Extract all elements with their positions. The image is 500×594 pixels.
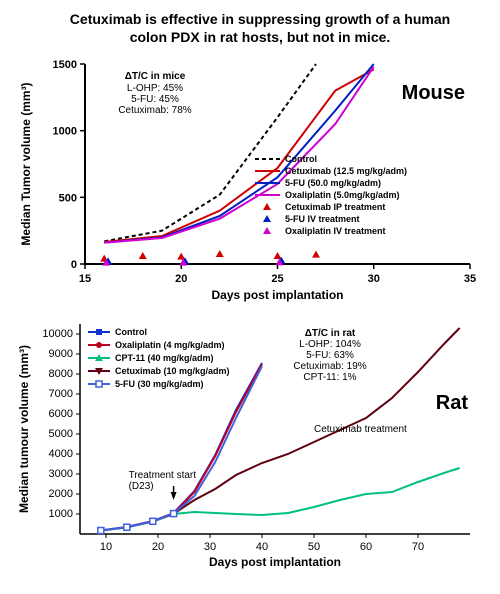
rat-xlabel: Days post implantation xyxy=(209,555,341,569)
svg-text:500: 500 xyxy=(59,193,77,205)
svg-text:30: 30 xyxy=(368,273,380,285)
svg-text:Control: Control xyxy=(285,154,317,164)
page-title: Cetuximab is effective in suppressing gr… xyxy=(50,10,470,46)
svg-text:Oxaliplatin IV treatment: Oxaliplatin IV treatment xyxy=(285,226,386,236)
svg-text:70: 70 xyxy=(412,541,424,553)
svg-text:9000: 9000 xyxy=(49,348,73,360)
svg-text:5-FU IV treatment: 5-FU IV treatment xyxy=(285,214,360,224)
svg-text:60: 60 xyxy=(360,541,372,553)
svg-text:35: 35 xyxy=(464,273,476,285)
svg-text:(D23): (D23) xyxy=(129,481,154,492)
svg-text:CPT-11: 1%: CPT-11: 1% xyxy=(303,372,356,383)
svg-text:ΔT/C in rat: ΔT/C in rat xyxy=(305,328,356,339)
mouse-species-label: Mouse xyxy=(402,82,465,104)
svg-text:ΔT/C in mice: ΔT/C in mice xyxy=(125,71,186,82)
svg-text:8000: 8000 xyxy=(49,368,73,380)
svg-text:15: 15 xyxy=(79,273,91,285)
svg-text:20: 20 xyxy=(152,541,164,553)
svg-text:1000: 1000 xyxy=(49,508,73,520)
rat-species-label: Rat xyxy=(436,392,469,414)
svg-text:0: 0 xyxy=(71,259,77,271)
svg-text:Cetuximab (12.5 mg/kg/adm): Cetuximab (12.5 mg/kg/adm) xyxy=(285,166,407,176)
svg-text:25: 25 xyxy=(271,273,283,285)
svg-text:10: 10 xyxy=(100,541,112,553)
svg-text:L-OHP: 104%: L-OHP: 104% xyxy=(299,339,361,350)
svg-text:5-FU: 45%: 5-FU: 45% xyxy=(131,94,179,105)
treatment-start-label: Treatment start xyxy=(129,470,197,481)
svg-text:Cetuximab (10 mg/kg/adm): Cetuximab (10 mg/kg/adm) xyxy=(115,366,230,376)
svg-text:Oxaliplatin (5.0mg/kg/adm): Oxaliplatin (5.0mg/kg/adm) xyxy=(285,190,400,200)
svg-text:3000: 3000 xyxy=(49,468,73,480)
svg-text:1000: 1000 xyxy=(53,126,77,138)
svg-text:CPT-11 (40 mg/kg/adm): CPT-11 (40 mg/kg/adm) xyxy=(115,353,214,363)
svg-text:Cetuximab: 19%: Cetuximab: 19% xyxy=(293,361,366,372)
rat-chart: 10 20 30 40 50 60 70 1000 2000 3000 4000 5000 6000 70… xyxy=(10,314,490,574)
svg-text:7000: 7000 xyxy=(49,388,73,400)
svg-text:5000: 5000 xyxy=(49,428,73,440)
svg-text:Cetuximab IP treatment: Cetuximab IP treatment xyxy=(285,202,385,212)
mouse-ylabel: Median Tumor volume (mm³) xyxy=(19,83,33,246)
svg-text:Control: Control xyxy=(115,327,147,337)
svg-text:Cetuximab: 78%: Cetuximab: 78% xyxy=(118,105,191,116)
svg-text:L-OHP: 45%: L-OHP: 45% xyxy=(127,83,183,94)
svg-text:5-FU (30 mg/kg/adm): 5-FU (30 mg/kg/adm) xyxy=(115,379,204,389)
svg-text:50: 50 xyxy=(308,541,320,553)
svg-text:2000: 2000 xyxy=(49,488,73,500)
svg-text:10000: 10000 xyxy=(42,328,73,340)
svg-text:20: 20 xyxy=(175,273,187,285)
rat-chart-svg: 10 20 30 40 50 60 70 1000 2000 3000 4000 5000 6000 70… xyxy=(10,314,490,574)
svg-text:5-FU: 63%: 5-FU: 63% xyxy=(306,350,354,361)
svg-text:4000: 4000 xyxy=(49,448,73,460)
cetuximab-annot: Cetuximab treatment xyxy=(314,424,407,435)
svg-text:Oxaliplatin (4 mg/kg/adm): Oxaliplatin (4 mg/kg/adm) xyxy=(115,340,225,350)
mouse-xlabel: Days post implantation xyxy=(211,288,343,302)
svg-text:30: 30 xyxy=(204,541,216,553)
svg-text:40: 40 xyxy=(256,541,268,553)
svg-text:5-FU (50.0 mg/kg/adm): 5-FU (50.0 mg/kg/adm) xyxy=(285,178,381,188)
svg-text:6000: 6000 xyxy=(49,408,73,420)
rat-ylabel: Median tumour volume (mm³) xyxy=(17,345,31,513)
mouse-chart: 15 20 25 30 35 0 500 1000 1500 Days post implanta… xyxy=(10,54,490,304)
svg-text:1500: 1500 xyxy=(53,59,77,71)
mouse-chart-svg: 15 20 25 30 35 0 500 1000 1500 Days post implanta… xyxy=(10,54,490,304)
